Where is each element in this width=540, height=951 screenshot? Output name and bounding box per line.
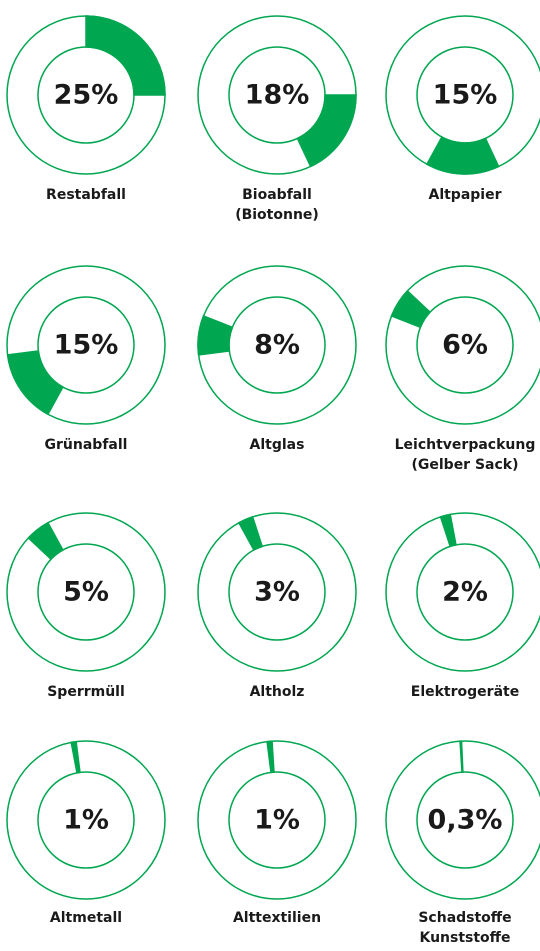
segment	[6, 350, 64, 416]
category-label: Altmetall	[50, 910, 122, 926]
segment	[237, 515, 264, 551]
percent-label: 1%	[254, 805, 300, 836]
category-label: Sperrmüll	[47, 684, 125, 700]
ring-inner	[37, 296, 135, 394]
ring-inner	[228, 543, 326, 641]
segment	[390, 289, 432, 329]
category-label: Altglas	[250, 437, 305, 453]
category-label: Schadstoffe	[418, 910, 511, 926]
category-label: Restabfall	[46, 187, 126, 203]
percent-label: 15%	[54, 330, 119, 361]
percent-label: 6%	[442, 330, 488, 361]
ring-inner	[416, 296, 514, 394]
category-label: Bioabfall	[242, 187, 312, 203]
segment	[459, 740, 464, 773]
ring-inner	[416, 543, 514, 641]
ring-inner	[37, 771, 135, 869]
category-label: Grünabfall	[45, 437, 128, 453]
category-label: Alttextilien	[233, 910, 321, 926]
segment	[266, 740, 275, 774]
ring-inner	[228, 771, 326, 869]
category-label: Altholz	[250, 684, 305, 700]
percent-label: 1%	[63, 805, 109, 836]
percent-label: 15%	[433, 80, 498, 111]
category-label: (Biotonne)	[235, 207, 319, 223]
segment	[296, 94, 357, 168]
segment	[70, 740, 81, 774]
segment	[85, 15, 166, 96]
category-label: (Gelber Sack)	[411, 457, 518, 473]
category-label: Elektrogeräte	[411, 684, 519, 700]
segment	[425, 136, 500, 175]
percent-label: 25%	[54, 80, 119, 111]
percent-label: 2%	[442, 577, 488, 608]
segment	[197, 314, 234, 356]
ring-inner	[416, 771, 514, 869]
percent-label: 8%	[254, 330, 300, 361]
segment	[439, 513, 457, 548]
percent-label: 0,3%	[428, 805, 503, 836]
category-label: Leichtverpackung	[395, 437, 536, 453]
ring-inner	[37, 543, 135, 641]
segment	[27, 521, 64, 561]
category-label: Altpapier	[428, 187, 501, 203]
percent-label: 3%	[254, 577, 300, 608]
category-label: Kunststoffe	[419, 930, 510, 946]
percent-label: 18%	[245, 80, 310, 111]
percent-label: 5%	[63, 577, 109, 608]
